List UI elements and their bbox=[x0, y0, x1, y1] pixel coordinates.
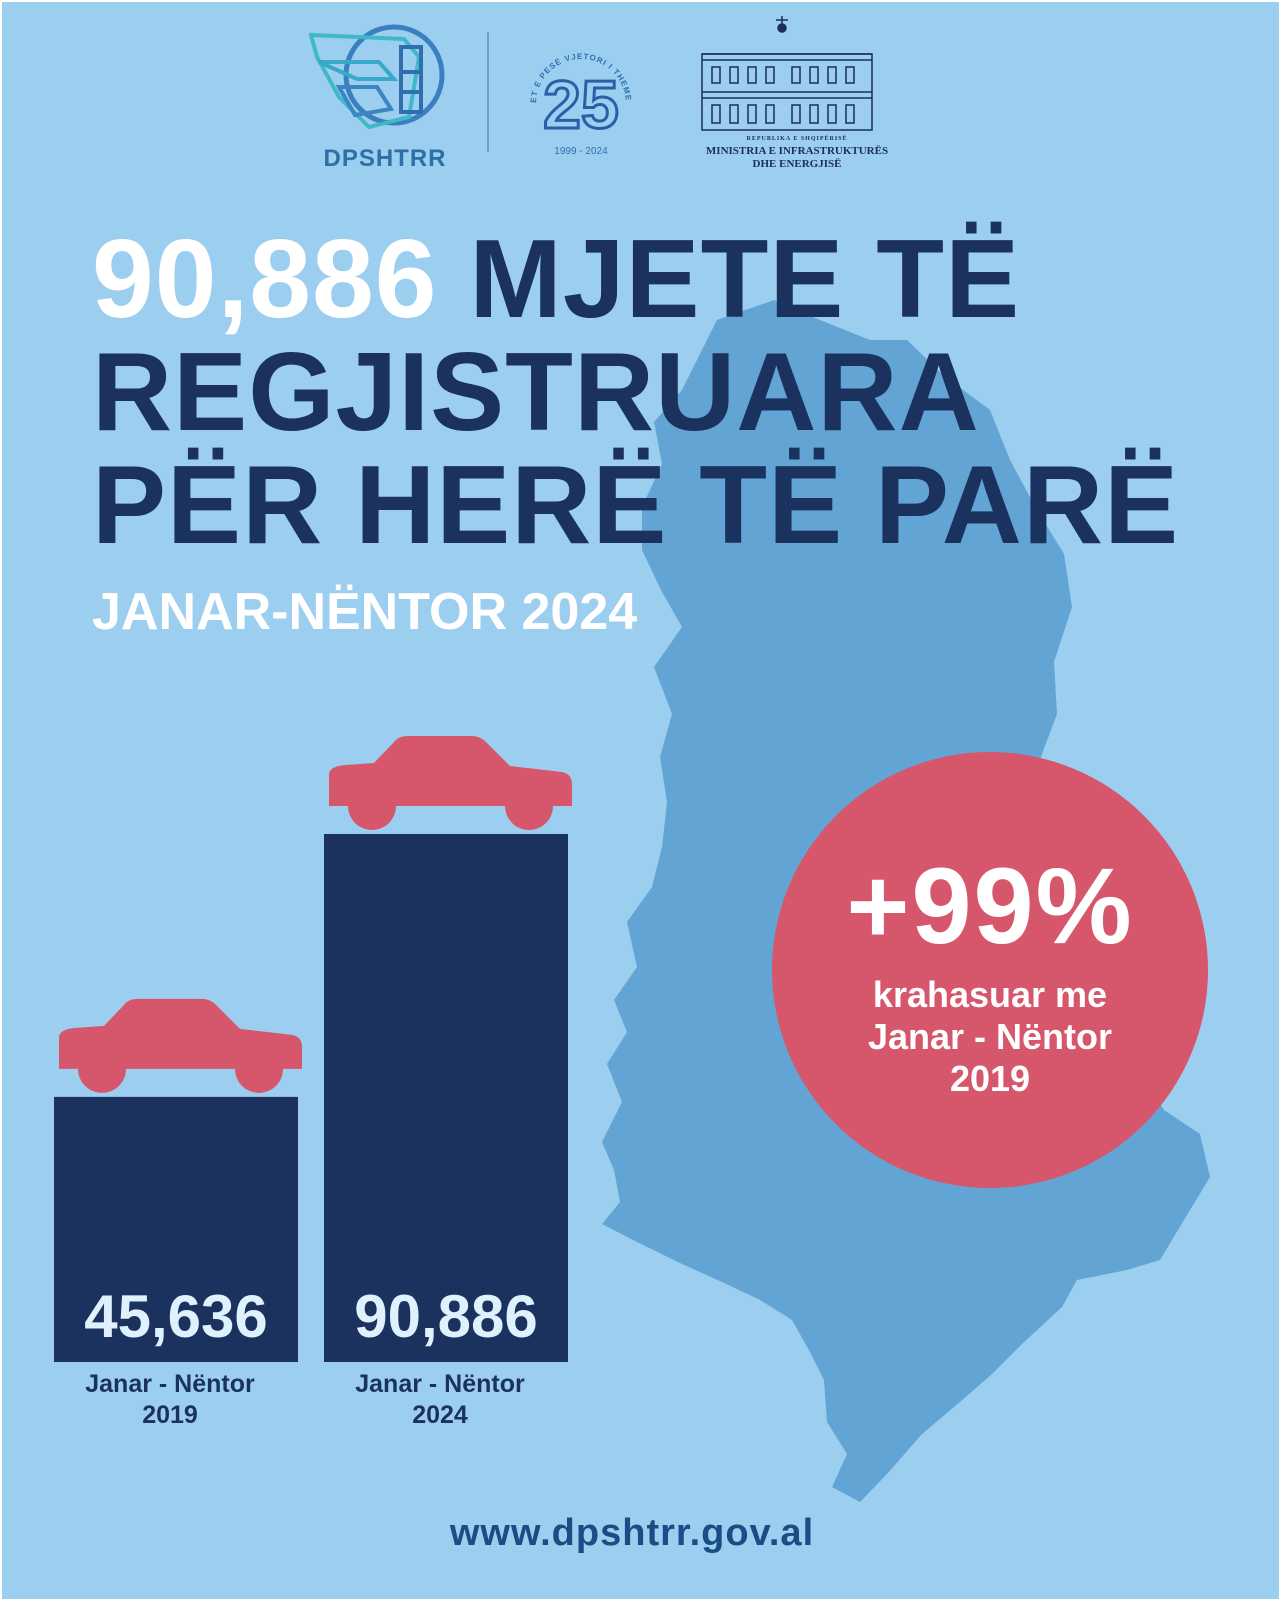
ministry-name-line1: MINISTRIA E INFRASTRUKTURËS bbox=[705, 145, 889, 157]
anniversary-25-logo: NJËZET E PESË VJETORI I THEMELIMIT 25 19… bbox=[522, 20, 632, 157]
bar-value-label-1: 45,636 bbox=[84, 1283, 268, 1350]
growth-percentage: +99% bbox=[846, 845, 1134, 966]
ministry-name-line2: DHE ENERGJISË bbox=[752, 158, 842, 170]
bar-2 bbox=[324, 834, 568, 1362]
headline-number: 90,886 bbox=[92, 217, 438, 341]
car-icon bbox=[329, 736, 572, 830]
car-wheel-rear-1 bbox=[78, 1044, 126, 1093]
ministry-building-icon bbox=[701, 16, 873, 131]
category-label-2-line1: Janar - Nëntor bbox=[355, 1370, 525, 1398]
anniversary-years: 1999 - 2024 bbox=[554, 146, 608, 157]
headline-line1: 90,886 MJETE TË bbox=[92, 224, 1020, 335]
ministry-republic-text: REPUBLIKA E SHQIPËRISË bbox=[746, 136, 848, 142]
ministry-logo: REPUBLIKA E SHQIPËRISË MINISTRIA E INFRA… bbox=[692, 12, 912, 172]
subtitle-period: JANAR-NËNTOR 2024 bbox=[92, 583, 638, 641]
dpshtrr-logo-text: DPSHTRR bbox=[323, 145, 447, 172]
growth-caption-line2: Janar - Nëntor bbox=[867, 1016, 1113, 1057]
car-wheel-front-2 bbox=[505, 782, 553, 830]
website-link[interactable]: www.dpshtrr.gov.al bbox=[449, 1512, 815, 1554]
dpshtrr-logo-icon bbox=[309, 24, 445, 130]
car-wheel-front-1 bbox=[235, 1044, 283, 1093]
growth-badge: +99% krahasuar me Janar - Nëntor 2019 bbox=[772, 752, 1208, 1188]
category-label-2-line2: 2024 bbox=[412, 1401, 468, 1429]
dpshtrr-logo: DPSHTRR bbox=[307, 17, 457, 172]
logo-divider bbox=[487, 32, 489, 152]
bar-value-label-2: 90,886 bbox=[354, 1283, 538, 1350]
growth-caption-line3: 2019 bbox=[949, 1058, 1031, 1099]
headline-line1-rest: MJETE TË bbox=[437, 217, 1021, 341]
category-label-1-line1: Janar - Nëntor bbox=[85, 1370, 255, 1398]
headline-line3: PËR HERË TË PARË bbox=[92, 443, 1180, 567]
car-body-1 bbox=[59, 998, 302, 1069]
car-body-2 bbox=[329, 736, 572, 806]
bar-1 bbox=[54, 1096, 298, 1362]
anniversary-number: 25 bbox=[543, 67, 619, 143]
growth-caption: krahasuar me Janar - Nëntor 2019 bbox=[812, 974, 1168, 1100]
car-icon bbox=[59, 998, 302, 1093]
headline-line2: REGJISTRUARA bbox=[92, 330, 980, 454]
growth-caption-line1: krahasuar me bbox=[872, 974, 1108, 1015]
category-label-1-line2: 2019 bbox=[142, 1401, 198, 1429]
car-wheel-rear-2 bbox=[348, 782, 396, 830]
